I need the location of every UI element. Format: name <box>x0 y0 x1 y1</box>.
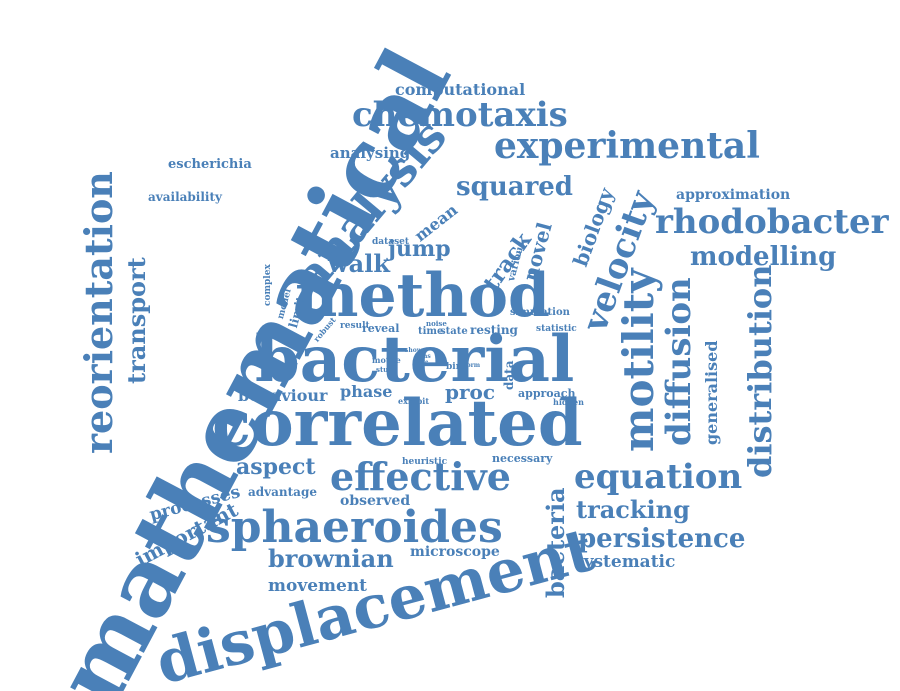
word-heuristic: heuristic <box>402 457 448 467</box>
word-aspect: aspect <box>236 454 316 480</box>
word-squared: squared <box>456 172 573 202</box>
word-study: study <box>376 365 398 374</box>
word-simulation: simulation <box>510 307 570 318</box>
word-necessary: necessary <box>492 452 553 465</box>
word-exhibit: exhibit <box>398 396 430 406</box>
word-generalised: generalised <box>702 340 721 445</box>
word-diffusion: diffusion <box>659 277 699 446</box>
word-reorientation: reorientation <box>76 171 121 454</box>
word-computational: computational <box>395 80 526 99</box>
word-experimental: experimental <box>494 125 760 167</box>
word-sphaeroides: sphaeroides <box>206 502 503 553</box>
word-bird: bird <box>446 362 467 372</box>
word-approach: approach <box>518 387 576 400</box>
word-distribution: distribution <box>741 264 779 478</box>
word-result: result <box>340 321 370 331</box>
word-show: show <box>405 347 422 354</box>
word-transport: transport <box>122 257 151 384</box>
word-brownian: brownian <box>268 544 394 573</box>
word-behaviour: behaviour <box>238 386 328 405</box>
word-observed: observed <box>340 493 411 509</box>
word-walk: walk <box>328 249 390 278</box>
word-systematic: systematic <box>574 552 676 572</box>
word-microscope: microscope <box>410 544 500 560</box>
word-analysing: analysing <box>330 144 411 162</box>
word-movement: movement <box>268 576 368 596</box>
word-equation: equation <box>574 457 743 497</box>
word-proc: proc <box>445 380 496 404</box>
word-modelling: modelling <box>690 242 837 272</box>
word-tracking: tracking <box>576 495 690 524</box>
word-form: form <box>464 362 481 369</box>
word-escherichia: escherichia <box>168 157 252 172</box>
word-dataset: dataset <box>372 237 410 247</box>
word-jump: jump <box>388 236 451 262</box>
word-chemotaxis: chemotaxis <box>352 95 568 135</box>
word-availability: availability <box>148 190 222 204</box>
word-advantage: advantage <box>248 485 317 499</box>
word-phase: phase <box>340 382 393 401</box>
word-state: state <box>440 326 468 337</box>
word-rhodobacter: rhodobacter <box>655 202 889 242</box>
word-complex: complex <box>263 264 273 306</box>
word-bacteria: bacteria <box>541 487 570 598</box>
word-data: data <box>502 360 516 390</box>
word-persistence: persistence <box>578 524 746 554</box>
word-rate: rate <box>417 359 429 365</box>
word-reveal: reveal <box>362 322 400 335</box>
word-motile: motile <box>372 355 401 365</box>
word-correlated: correlated <box>212 386 583 461</box>
word-bacterial: bacterial <box>255 322 575 397</box>
word-approximation: approximation <box>676 187 791 203</box>
word-bias: bias <box>417 353 431 360</box>
word-time: time <box>418 326 444 337</box>
word-noise: noise <box>426 319 447 328</box>
word-statistic: statistic <box>536 324 577 334</box>
word-resting: resting <box>470 323 518 337</box>
word-effective: effective <box>330 454 511 499</box>
word-hidden: hidden <box>553 397 584 407</box>
word-method: method <box>295 261 550 331</box>
